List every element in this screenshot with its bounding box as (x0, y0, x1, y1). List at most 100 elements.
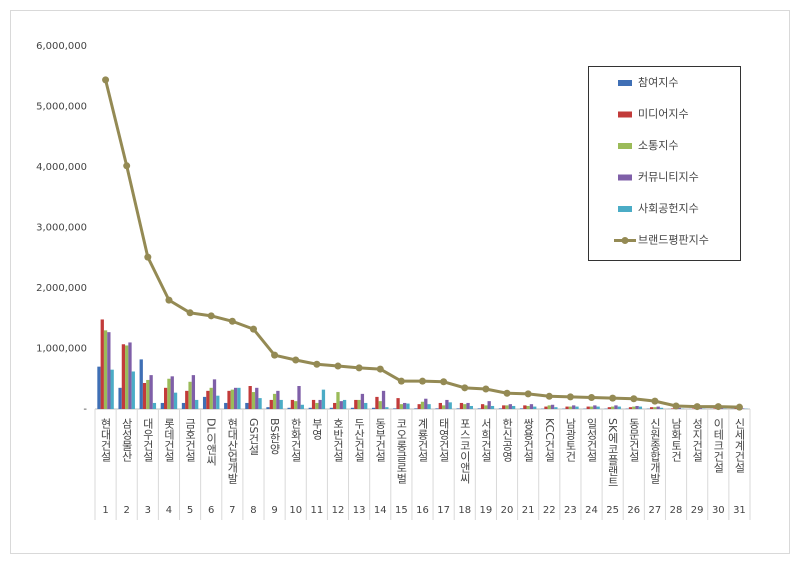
x-tick-label: 계룡건설 (416, 418, 429, 462)
bar (245, 403, 248, 409)
x-tick-label: 일성건설 (585, 417, 598, 462)
bar (322, 390, 325, 409)
bar (639, 407, 642, 409)
bar (203, 397, 206, 409)
y-tick-label: 2,000,000 (36, 283, 87, 294)
bar (653, 407, 656, 409)
bar (445, 400, 448, 409)
bar (291, 400, 294, 409)
bar (611, 407, 614, 409)
bar (315, 403, 318, 409)
bar (149, 375, 152, 409)
x-tick-label: KCC건설 (543, 418, 556, 462)
bar (520, 408, 523, 409)
x-tick-number: 17 (437, 505, 450, 516)
y-tick-label: 5,000,000 (36, 102, 87, 113)
bar (164, 388, 167, 409)
bar (484, 405, 487, 409)
bar (629, 407, 632, 409)
bar (491, 406, 494, 409)
x-tick-label: GS건설 (247, 418, 260, 456)
x-tick-label: 성지건설 (691, 418, 704, 462)
x-tick-label: 쌍용건설 (522, 418, 535, 462)
line-marker (736, 404, 743, 411)
x-tick-label: DL이앤씨 (205, 418, 218, 466)
x-tick-label: 이테크건설 (712, 418, 725, 473)
bar (478, 408, 481, 409)
x-tick-number: 10 (289, 505, 302, 516)
bar (101, 319, 104, 409)
x-tick-number: 16 (416, 505, 429, 516)
line-marker (208, 312, 215, 319)
bar (575, 407, 578, 409)
line-marker (292, 356, 299, 363)
bar (234, 388, 237, 409)
x-tick-label: 코오롱글로벌 (395, 418, 408, 484)
bar (435, 408, 438, 409)
legend-label: 미디어지수 (638, 108, 689, 121)
x-tick-number: 19 (480, 505, 493, 516)
line-marker (144, 254, 151, 261)
bar (414, 408, 417, 409)
bar (554, 407, 557, 409)
line-marker (567, 393, 574, 400)
bar (224, 403, 227, 409)
bar (526, 406, 529, 409)
x-tick-number: 1 (102, 505, 108, 516)
x-tick-label: 현대건설 (99, 418, 112, 462)
bar (457, 408, 460, 409)
bar (505, 405, 508, 409)
bar (167, 379, 170, 409)
bar (276, 391, 279, 409)
line-marker (673, 402, 680, 409)
line-marker (440, 378, 447, 385)
bar (608, 407, 611, 409)
bar (118, 388, 121, 409)
bar (213, 379, 216, 409)
x-tick-number: 24 (585, 505, 598, 516)
bar (650, 407, 653, 409)
bar (122, 344, 125, 409)
x-tick-label: 삼성물산 (120, 418, 133, 462)
bar (319, 400, 322, 409)
x-tick-label: 현대산업개발 (226, 418, 239, 484)
bar (174, 393, 177, 409)
bar (128, 342, 131, 409)
legend-swatch (618, 112, 632, 118)
legend-label: 참여지수 (638, 76, 678, 89)
bar (569, 407, 572, 409)
bar (333, 403, 336, 409)
bar (301, 405, 304, 409)
line-marker (398, 378, 405, 385)
x-tick-number: 30 (712, 505, 725, 516)
bar (530, 404, 533, 409)
line-marker (250, 326, 257, 333)
bar (442, 405, 445, 409)
x-tick-number: 8 (250, 505, 256, 516)
bar (439, 403, 442, 409)
bar (372, 408, 375, 409)
bar (357, 400, 360, 409)
x-tick-label: 롯데건설 (162, 418, 175, 462)
bar (294, 401, 297, 409)
line-marker (651, 398, 658, 405)
x-tick-number: 28 (670, 505, 683, 516)
bar (632, 407, 635, 409)
line-marker (123, 162, 130, 169)
bar (657, 407, 660, 409)
bar (379, 401, 382, 409)
bar (502, 405, 505, 409)
bar (97, 367, 100, 409)
bar (340, 401, 343, 409)
bar (449, 402, 452, 409)
bar (544, 407, 547, 409)
x-tick-number: 11 (310, 505, 323, 516)
bar (182, 403, 185, 409)
bar (460, 403, 463, 409)
bar (385, 407, 388, 409)
x-tick-number: 4 (166, 505, 172, 516)
x-tick-label: 남화토건 (670, 418, 683, 462)
x-tick-number: 26 (627, 505, 640, 516)
x-tick-label: 서희건설 (479, 418, 492, 462)
